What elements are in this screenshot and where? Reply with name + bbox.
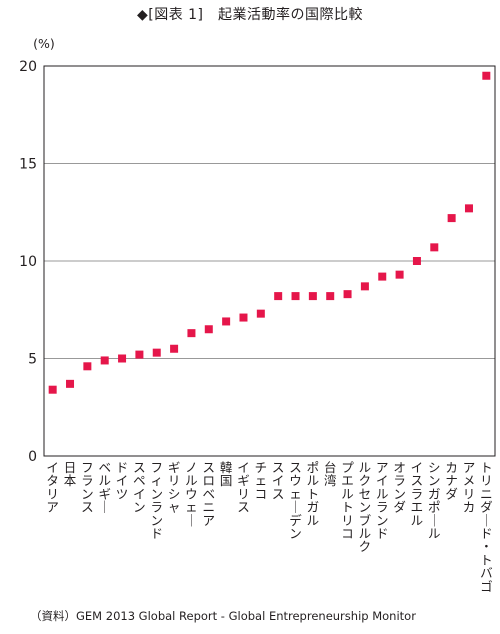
data-point bbox=[152, 348, 161, 357]
y-tick-label: 20 bbox=[19, 59, 37, 75]
category-label: ルクセンブルク bbox=[359, 460, 372, 554]
category-label: 韓国 bbox=[220, 460, 233, 488]
category-label: イタリア bbox=[46, 460, 59, 515]
data-point bbox=[464, 204, 473, 213]
data-point bbox=[430, 243, 439, 252]
y-tick-label: 15 bbox=[19, 157, 37, 173]
category-label: シンガポ｜ル bbox=[428, 460, 441, 541]
data-point bbox=[48, 385, 57, 394]
y-unit-label: (%) bbox=[33, 36, 55, 51]
data-point bbox=[291, 292, 300, 301]
y-tick-label: 5 bbox=[28, 352, 37, 368]
category-label: プエルトリコ bbox=[341, 460, 354, 541]
data-point bbox=[378, 272, 387, 281]
data-point bbox=[222, 317, 231, 326]
category-label: スイス bbox=[272, 460, 285, 501]
data-point bbox=[239, 313, 248, 322]
category-label: オランダ bbox=[393, 460, 406, 515]
category-label: アイルランド bbox=[376, 460, 389, 541]
data-point bbox=[447, 214, 456, 223]
category-label: 日本 bbox=[64, 460, 77, 488]
data-point bbox=[204, 325, 213, 334]
data-point bbox=[395, 270, 404, 279]
category-label: フィンランド bbox=[150, 460, 163, 541]
category-label: ギリシャ bbox=[168, 460, 181, 515]
category-label: イスラエル bbox=[411, 460, 424, 528]
chart-title: ◆[図表 1] 起業活動率の国際比較 bbox=[136, 7, 364, 23]
category-label: スペイン bbox=[133, 460, 146, 515]
data-point bbox=[66, 379, 75, 388]
category-label: アメリカ bbox=[463, 460, 476, 515]
plot-frame bbox=[43, 65, 496, 457]
data-point bbox=[274, 292, 283, 301]
category-label: ドイツ bbox=[116, 460, 129, 501]
data-point bbox=[360, 282, 369, 291]
category-label: 台湾 bbox=[324, 460, 337, 488]
category-label: イギリス bbox=[237, 460, 250, 515]
source-note: （資料）GEM 2013 Global Report - Global Entr… bbox=[30, 609, 416, 623]
category-label: チェコ bbox=[255, 460, 268, 501]
data-point bbox=[170, 344, 179, 353]
data-point bbox=[482, 71, 491, 80]
category-label: スウェ｜デン bbox=[289, 460, 302, 541]
y-tick-labels: 0 5 10 15 20 bbox=[19, 59, 37, 465]
data-point bbox=[100, 356, 109, 365]
data-point bbox=[135, 350, 144, 359]
data-point bbox=[118, 354, 127, 363]
category-label: トリニダ｜ド・トバゴ bbox=[480, 460, 493, 594]
y-tick-label: 0 bbox=[28, 449, 37, 465]
gridlines bbox=[44, 163, 495, 359]
data-points bbox=[48, 71, 491, 394]
category-label: スロベニア bbox=[203, 460, 216, 528]
data-point bbox=[187, 329, 196, 338]
category-label: ポルトガル bbox=[307, 460, 320, 528]
data-point bbox=[256, 309, 265, 318]
data-point bbox=[343, 290, 352, 299]
category-label: ベルギ｜ bbox=[98, 460, 111, 515]
data-point bbox=[412, 257, 421, 265]
category-label: カナダ bbox=[445, 460, 458, 501]
category-label: フランス bbox=[81, 460, 94, 515]
data-point bbox=[326, 292, 335, 301]
y-tick-label: 10 bbox=[19, 254, 37, 270]
data-point bbox=[83, 362, 92, 371]
data-point bbox=[308, 292, 317, 301]
category-label: ノルウェ｜ bbox=[185, 460, 198, 528]
